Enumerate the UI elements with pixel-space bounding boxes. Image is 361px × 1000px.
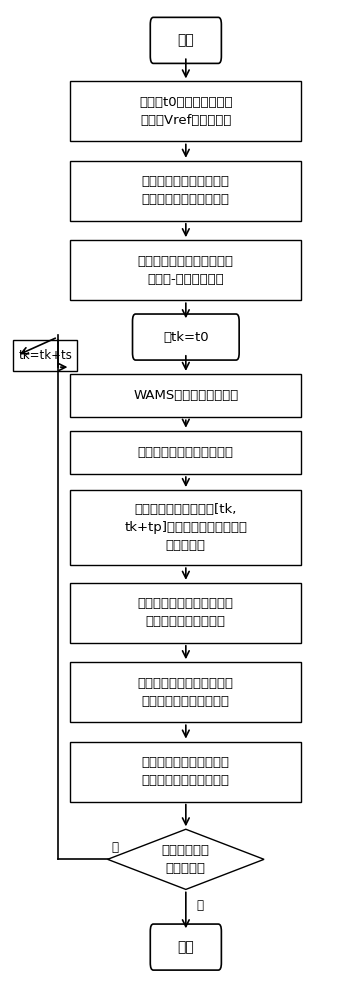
- Text: 开始: 开始: [178, 33, 194, 47]
- Text: 在直流分层接入系统中施
加控制序列第一组控制量: 在直流分层接入系统中施 加控制序列第一组控制量: [142, 756, 230, 787]
- Text: 分层接入的直流线路切换为
定电流-定熄弧角控制: 分层接入的直流线路切换为 定电流-定熄弧角控制: [138, 255, 234, 286]
- Text: 否: 否: [111, 841, 118, 854]
- Text: 长期电压失稳，直流分层
接入下协调电压控制启动: 长期电压失稳，直流分层 接入下协调电压控制启动: [142, 175, 230, 206]
- Bar: [70, 583, 301, 643]
- Text: 是: 是: [196, 899, 204, 912]
- Text: 直流分层接入系统初值计算: 直流分层接入系统初值计算: [138, 446, 234, 459]
- FancyBboxPatch shape: [132, 314, 239, 360]
- Text: tk=tk+ts: tk=tk+ts: [18, 349, 72, 362]
- Text: 故障后t0时刻电压仍低于
设定值Vref且持续跌落: 故障后t0时刻电压仍低于 设定值Vref且持续跌落: [139, 96, 232, 127]
- Bar: [70, 490, 301, 565]
- FancyBboxPatch shape: [150, 17, 221, 63]
- Bar: [13, 340, 77, 371]
- Polygon shape: [108, 829, 264, 889]
- Bar: [70, 81, 301, 141]
- Text: 结束: 结束: [178, 940, 194, 954]
- FancyBboxPatch shape: [150, 924, 221, 970]
- Text: 时域仿真计算预测时域[tk,
tk+tp]内直流分层接入系统电
压输出轨迹: 时域仿真计算预测时域[tk, tk+tp]内直流分层接入系统电 压输出轨迹: [124, 503, 247, 552]
- Bar: [70, 240, 301, 300]
- Bar: [70, 374, 301, 417]
- Bar: [70, 431, 301, 474]
- Text: 节点电压是否
满足要求？: 节点电压是否 满足要求？: [162, 844, 210, 875]
- Text: 计算预测时域内直流分层接
入系统电压轨迹灵敏度: 计算预测时域内直流分层接 入系统电压轨迹灵敏度: [138, 597, 234, 628]
- Text: WAMS获得实时量测数据: WAMS获得实时量测数据: [133, 389, 239, 402]
- Bar: [70, 662, 301, 722]
- Bar: [70, 742, 301, 802]
- Bar: [70, 161, 301, 221]
- Text: 求解模型预测控制二次规划
模型，获得最优控制序列: 求解模型预测控制二次规划 模型，获得最优控制序列: [138, 677, 234, 708]
- Text: 令tk=t0: 令tk=t0: [163, 331, 209, 344]
